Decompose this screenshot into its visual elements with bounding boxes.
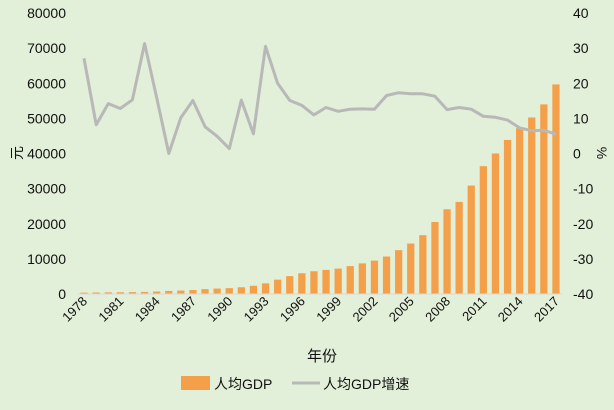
bar-2012 bbox=[491, 153, 500, 294]
bar-1982 bbox=[128, 292, 137, 294]
x-tick-label: 2011 bbox=[459, 294, 489, 324]
legend-label-line: 人均GDP增速 bbox=[323, 376, 409, 392]
bar-2011 bbox=[479, 166, 487, 294]
bar-1985 bbox=[165, 290, 173, 294]
bar-2000 bbox=[346, 266, 354, 294]
x-tick-label: 2005 bbox=[386, 294, 417, 325]
right-tick-label: 0 bbox=[573, 146, 581, 162]
bar-2015 bbox=[528, 117, 536, 294]
left-tick-label: 70000 bbox=[27, 40, 66, 56]
bar-2008 bbox=[443, 209, 451, 294]
legend-swatch-bar bbox=[181, 376, 210, 390]
left-tick-label: 0 bbox=[58, 286, 66, 302]
right-tick-label: -20 bbox=[573, 216, 593, 232]
bar-1978 bbox=[80, 292, 88, 294]
x-tick-label: 2002 bbox=[350, 294, 381, 325]
bar-2007 bbox=[431, 221, 439, 294]
x-tick-label: 1993 bbox=[241, 294, 272, 325]
bar-1998 bbox=[322, 269, 330, 294]
x-tick-label: 1990 bbox=[204, 294, 235, 325]
bar-1988 bbox=[201, 289, 209, 294]
x-tick-label: 1999 bbox=[313, 294, 344, 325]
bar-1997 bbox=[310, 271, 318, 294]
bar-2014 bbox=[516, 128, 524, 294]
left-axis-label: 元 bbox=[9, 146, 25, 160]
growth-line bbox=[82, 42, 557, 155]
left-tick-label: 60000 bbox=[27, 75, 66, 91]
bar-2016 bbox=[540, 104, 548, 294]
bar-2013 bbox=[503, 139, 512, 294]
right-tick-label: -30 bbox=[573, 251, 593, 267]
bar-1989 bbox=[213, 288, 221, 294]
legend-label-bar: 人均GDP bbox=[214, 376, 272, 392]
bar-1992 bbox=[249, 285, 258, 294]
right-axis-label: % bbox=[594, 147, 610, 159]
bar-1990 bbox=[225, 288, 233, 294]
bar-1993 bbox=[261, 283, 270, 294]
left-tick-label: 30000 bbox=[27, 181, 66, 197]
right-tick-label: -10 bbox=[573, 181, 593, 197]
right-tick-label: 10 bbox=[573, 110, 589, 126]
bar-1994 bbox=[274, 279, 282, 294]
right-tick-label: 40 bbox=[573, 5, 589, 21]
right-axis-ticks: -40 -30 -20 -10 0 10 20 30 40 bbox=[573, 5, 593, 302]
left-tick-label: 40000 bbox=[27, 146, 66, 162]
right-tick-label: -40 bbox=[573, 286, 593, 302]
right-tick-label: 20 bbox=[573, 75, 589, 91]
bar-1996 bbox=[298, 273, 306, 294]
x-tick-label: 1984 bbox=[132, 294, 163, 325]
bar-2017 bbox=[552, 84, 560, 295]
x-tick-label: 1981 bbox=[95, 294, 126, 325]
bar-1995 bbox=[286, 276, 294, 294]
bar-1984 bbox=[153, 291, 161, 294]
x-tick-label: 2014 bbox=[495, 294, 526, 325]
bar-2003 bbox=[382, 256, 391, 294]
x-axis-label: 年份 bbox=[307, 348, 337, 365]
bar-1979 bbox=[92, 292, 100, 294]
bar-2010 bbox=[467, 185, 475, 294]
left-tick-label: 50000 bbox=[27, 110, 66, 126]
bar-2004 bbox=[395, 250, 403, 294]
left-tick-label: 10000 bbox=[27, 251, 66, 267]
bar-1991 bbox=[237, 287, 245, 294]
right-tick-label: 30 bbox=[573, 40, 589, 56]
x-axis-ticks: 1978 1981 1984 1987 1990 1993 1996 1999 2002 2005… bbox=[59, 294, 562, 325]
bar-series bbox=[80, 84, 560, 295]
left-tick-label: 80000 bbox=[27, 5, 66, 21]
bar-2005 bbox=[407, 243, 415, 294]
bar-1987 bbox=[189, 290, 197, 294]
line-series bbox=[82, 42, 557, 155]
bar-1981 bbox=[116, 292, 124, 294]
x-tick-label: 2017 bbox=[531, 294, 562, 325]
x-tick-label: 2008 bbox=[422, 294, 453, 325]
bar-2001 bbox=[358, 263, 366, 294]
bar-2002 bbox=[370, 260, 379, 294]
bar-1983 bbox=[140, 291, 149, 294]
bar-1986 bbox=[177, 290, 185, 294]
x-tick-label: 1996 bbox=[277, 294, 308, 325]
bar-1999 bbox=[334, 268, 342, 294]
x-tick-label: 1987 bbox=[168, 294, 199, 325]
left-tick-label: 20000 bbox=[27, 216, 66, 232]
bar-1980 bbox=[104, 292, 112, 294]
left-axis-ticks: 0 10000 20000 30000 40000 50000 60000 70000 8000… bbox=[27, 5, 66, 302]
bar-2006 bbox=[419, 235, 427, 294]
bar-2009 bbox=[455, 201, 463, 294]
legend: 人均GDP 人均GDP增速 bbox=[181, 376, 409, 392]
